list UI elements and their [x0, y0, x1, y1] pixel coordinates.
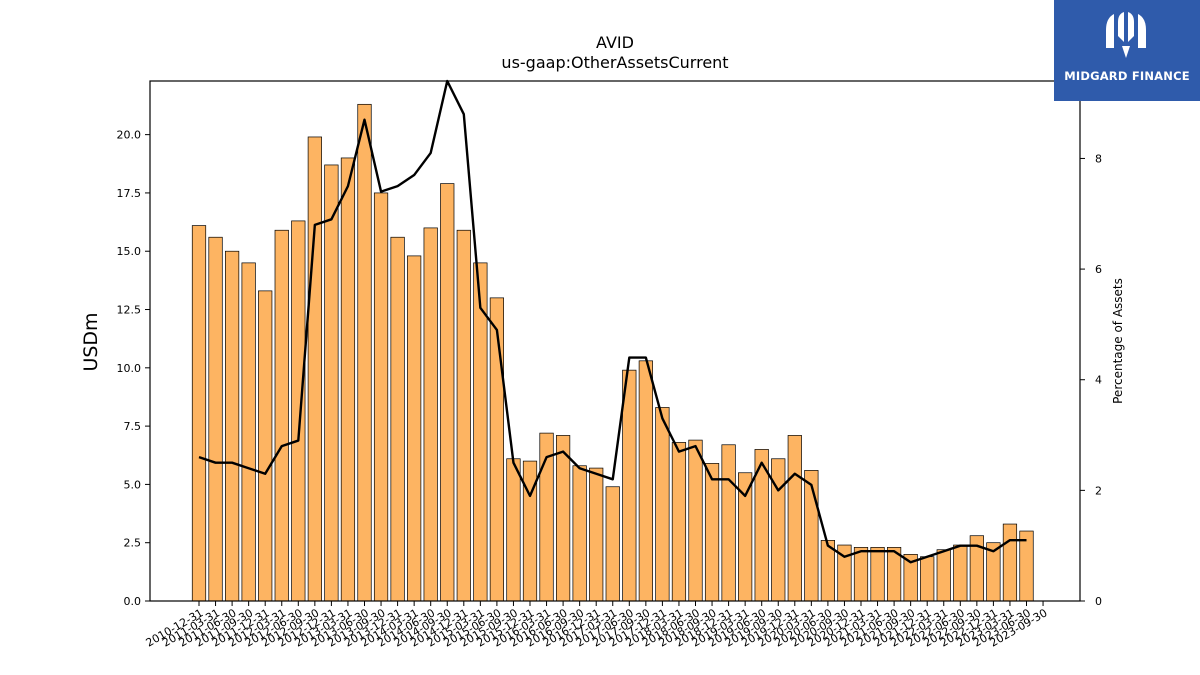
x-axis-ticks: 2010-12-312011-03-312011-06-302011-09-30…	[144, 601, 1050, 650]
bar	[1019, 530, 1034, 602]
y-axis-label: USDm	[80, 312, 102, 371]
bar	[390, 236, 405, 602]
bar	[589, 467, 604, 602]
bar	[936, 549, 951, 602]
bar	[655, 407, 670, 602]
y-tick-label: 0.0	[124, 595, 142, 608]
midgard-logo-icon	[1106, 12, 1146, 58]
bar	[456, 229, 471, 602]
bar	[225, 250, 240, 602]
bar	[572, 465, 587, 602]
bar	[704, 463, 720, 602]
bar	[324, 164, 339, 602]
bar	[953, 544, 968, 602]
bar	[373, 192, 389, 602]
y-tick-label: 5.0	[124, 478, 142, 491]
bar	[853, 547, 869, 602]
series-line	[198, 79, 1027, 564]
bar	[208, 236, 223, 602]
bar	[489, 297, 504, 602]
bar	[407, 255, 422, 602]
bar	[291, 220, 306, 602]
y-tick-label: 15.0	[117, 245, 142, 258]
y2-tick-label: 2	[1095, 484, 1102, 497]
brand-name: MIDGARD FINANCE	[1064, 69, 1190, 83]
y-axis-ticks: 0.0 2.5 5.0 7.5 10.0 12.5 15.0 17.5 20.0	[117, 129, 150, 608]
bar	[920, 556, 935, 602]
y-tick-label: 7.5	[124, 420, 142, 433]
bar	[721, 444, 736, 602]
bar	[870, 547, 885, 602]
bar	[804, 470, 819, 602]
bar	[340, 157, 356, 602]
y-tick-label: 2.5	[124, 537, 142, 550]
chart-subtitle: us-gaap:OtherAssetsCurrent	[501, 53, 728, 72]
chart-title: AVID	[596, 33, 634, 52]
plot-frame	[149, 80, 1081, 602]
bar	[274, 229, 289, 602]
bar	[622, 369, 637, 602]
y2-tick-label: 4	[1095, 374, 1102, 387]
brand-logo: MIDGARD FINANCE	[1054, 0, 1200, 101]
bar	[787, 435, 802, 602]
bar	[688, 439, 703, 602]
bar	[771, 458, 786, 602]
y2-tick-label: 6	[1095, 263, 1102, 276]
bar	[605, 486, 620, 602]
bar	[357, 103, 372, 602]
y-tick-label: 12.5	[117, 304, 142, 317]
bar	[671, 442, 687, 602]
bar	[440, 183, 455, 602]
bar	[307, 136, 322, 602]
bar	[1002, 523, 1018, 602]
y2-axis-ticks: 0 2 4 6 8	[1080, 152, 1102, 608]
y2-tick-label: 0	[1095, 595, 1102, 608]
bar	[506, 458, 521, 602]
bar	[555, 435, 571, 602]
bar	[423, 227, 438, 602]
bar	[191, 225, 207, 602]
bar	[241, 262, 256, 602]
y-tick-label: 17.5	[117, 187, 142, 200]
bar	[638, 360, 653, 602]
bar	[258, 290, 273, 602]
y-tick-label: 10.0	[117, 362, 142, 375]
y-tick-label: 20.0	[117, 129, 142, 142]
bar-group	[191, 103, 1034, 602]
y2-axis-label: Percentage of Assets	[1111, 278, 1125, 404]
y2-tick-label: 8	[1095, 152, 1102, 165]
line-layer	[198, 79, 1027, 564]
